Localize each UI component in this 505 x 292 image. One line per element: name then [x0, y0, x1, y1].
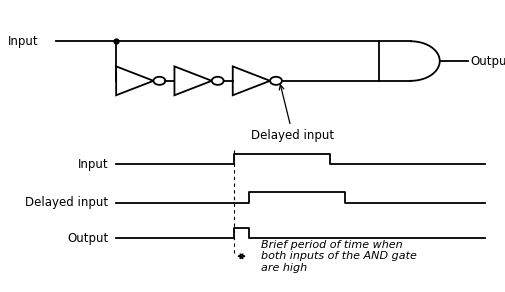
- Text: Delayed input: Delayed input: [25, 196, 109, 209]
- Text: Delayed input: Delayed input: [251, 85, 334, 142]
- Text: Input: Input: [8, 35, 38, 48]
- Text: Input: Input: [78, 158, 109, 171]
- Text: Output: Output: [67, 232, 109, 245]
- Text: Brief period of time when
both inputs of the AND gate
are high: Brief period of time when both inputs of…: [262, 240, 417, 273]
- Text: Output: Output: [470, 55, 505, 67]
